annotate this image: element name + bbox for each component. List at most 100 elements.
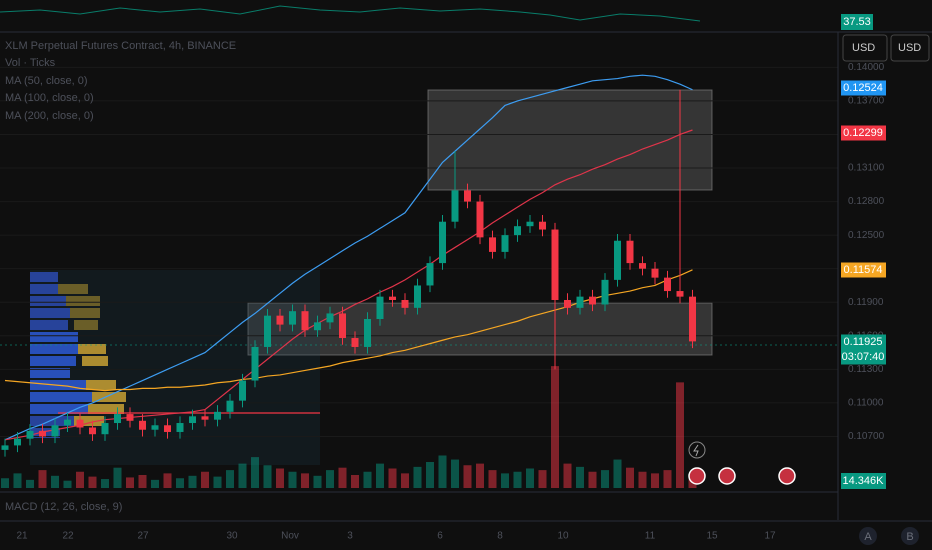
event-flag[interactable] (718, 467, 736, 485)
profile-bar (30, 272, 58, 282)
volume-bar (363, 471, 372, 488)
profile-bar (82, 356, 108, 366)
volume-bar (338, 467, 347, 488)
price-tag-text: 0.12299 (843, 127, 883, 139)
volume-bar (126, 477, 134, 488)
legend-ma: MA (100, close, 0) (5, 92, 94, 104)
candle-body (264, 315, 271, 347)
candle-body (339, 313, 346, 339)
event-icon-bolt (693, 444, 699, 457)
volume-bar (76, 471, 84, 488)
candle-body (664, 277, 671, 292)
candle-body (114, 414, 121, 424)
volume-bar (501, 473, 509, 488)
volume-bar (638, 471, 647, 488)
volume-bar (163, 473, 172, 488)
price-tag-text: 0.11925 (844, 336, 883, 348)
rsi-tag (841, 14, 873, 30)
volume-bar (551, 366, 559, 488)
candle-body (289, 311, 296, 325)
volume-bar (476, 463, 484, 488)
candle-body (251, 346, 259, 381)
resistance-zone (427, 89, 713, 191)
volume-bar (326, 470, 334, 488)
volume-bar (663, 470, 672, 488)
volume-tag-text: 14.346K (843, 475, 885, 487)
candle-body (276, 315, 284, 325)
candle-body (514, 226, 521, 236)
profile-bar (58, 284, 88, 294)
candle-body (651, 268, 659, 278)
candle-body (601, 279, 609, 305)
candle-body (376, 296, 384, 320)
volume-bar (251, 457, 259, 488)
event-flag[interactable] (778, 467, 796, 485)
currency-button-text: USD (898, 42, 921, 54)
candle-body (101, 423, 109, 435)
volume-bar (51, 475, 59, 488)
ma-line (4, 74, 693, 441)
currency-button[interactable] (890, 34, 930, 62)
x-tick-label: Nov (281, 531, 299, 542)
event-icon[interactable] (688, 441, 706, 459)
rsi-pane (0, 0, 838, 32)
volume-bar (651, 473, 659, 488)
toggle-button[interactable] (859, 527, 877, 545)
y-tick-label: 0.11000 (848, 398, 884, 409)
volume-bar (288, 471, 297, 488)
y-tick-label: 0.13700 (848, 96, 885, 107)
volume-bar (176, 478, 184, 488)
candle-body (551, 229, 559, 300)
price-tag (841, 125, 886, 141)
price-tag (841, 334, 886, 365)
profile-bar (74, 320, 98, 330)
candle-body (614, 240, 621, 280)
toggle-button[interactable] (901, 527, 919, 545)
y-tick-label: 0.12500 (848, 230, 885, 241)
candle-body (26, 430, 34, 439)
volume-bar (526, 468, 534, 488)
x-tick-label: 10 (557, 531, 569, 542)
candle-body (326, 313, 334, 323)
volume-bar (513, 471, 522, 488)
candle-body (364, 319, 371, 347)
volume-bar (238, 463, 247, 488)
support-zone (247, 302, 713, 356)
x-tick-label: 30 (226, 531, 238, 542)
volume-bar (101, 479, 109, 488)
candle-body (89, 427, 96, 435)
event-flag[interactable] (688, 467, 706, 485)
profile-bar (30, 308, 74, 318)
x-tick-label: 21 (16, 531, 28, 542)
legend-volume: Vol · Ticks (5, 57, 56, 69)
profile-bar (30, 284, 66, 294)
price-tag-text: 0.11574 (844, 264, 883, 276)
volume-bar (488, 470, 497, 488)
profile-bar (30, 392, 92, 402)
volume-bar (576, 466, 584, 488)
volume-bar (438, 455, 447, 488)
profile-bar (74, 416, 104, 426)
candle-body (626, 240, 634, 264)
candle-body (489, 237, 496, 252)
legend-ma: MA (50, close, 0) (5, 75, 88, 87)
toggle-button-text: B (906, 531, 913, 543)
y-tick-label: 0.13100 (848, 163, 885, 174)
profile-bar (30, 344, 82, 354)
profile-bar (66, 296, 100, 306)
volume-bar (263, 465, 272, 488)
profile-bar (30, 332, 78, 342)
candle-body (439, 221, 446, 264)
candle-body (639, 263, 646, 269)
currency-button[interactable] (842, 34, 888, 62)
volume-tag (841, 473, 886, 489)
volume-bar (626, 467, 634, 488)
candle-body (689, 296, 696, 342)
candle-body (401, 300, 409, 308)
candle-body (526, 221, 534, 227)
x-tick-label: 17 (764, 531, 776, 542)
profile-bar (78, 344, 106, 354)
volume-bar (538, 470, 547, 488)
